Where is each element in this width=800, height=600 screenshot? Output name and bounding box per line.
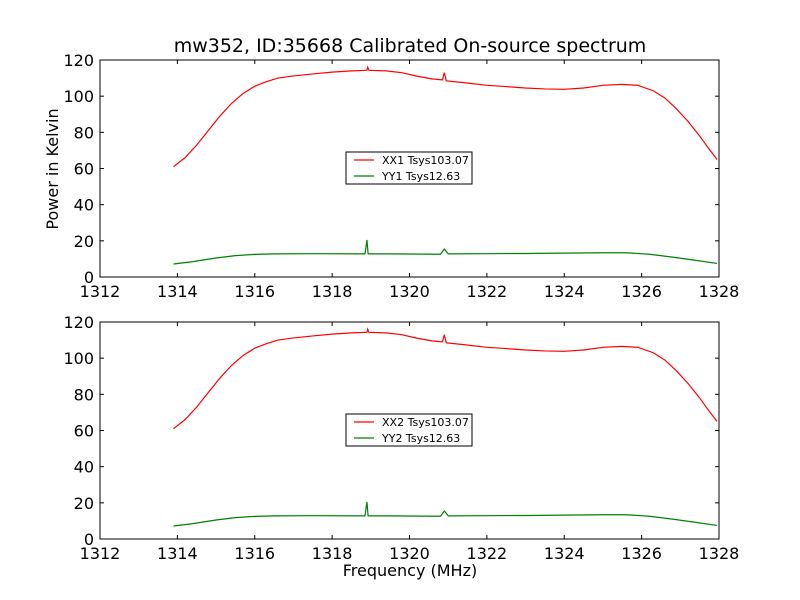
y-tick-label: 60 [74,160,94,179]
x-tick-label: 1314 [157,282,198,301]
legend: XX2 Tsys103.07 YY2 Tsys12.63 [345,413,473,447]
series-line-1 [173,65,718,168]
legend-label: YY2 Tsys12.63 [381,432,460,445]
x-tick-label: 1324 [544,282,585,301]
x-tick-label: 1320 [389,544,430,563]
x-tick-label: 1328 [699,544,740,563]
series-line-1 [173,327,718,430]
legend: XX1 Tsys103.07 YY1 Tsys12.63 [345,151,473,185]
x-tick-label: 1316 [234,544,275,563]
x-tick-label: 1328 [699,282,740,301]
y-tick-label: 100 [63,87,94,106]
x-tick-label: 1326 [621,544,662,563]
x-tick-label: 1312 [80,282,121,301]
y-tick-label: 40 [74,196,94,215]
x-tick-label: 1322 [467,544,508,563]
legend-label: YY1 Tsys12.63 [381,170,460,183]
legend-box [345,151,473,185]
y-tick-label: 0 [84,268,94,287]
y-tick-label: 120 [63,51,94,70]
y-tick-label: 20 [74,494,94,513]
legend-box [345,413,473,447]
y-tick-label: 0 [84,530,94,549]
y-axis-label: Power in Kelvin [43,108,62,229]
y-tick-label: 20 [74,232,94,251]
x-tick-label: 1316 [234,282,275,301]
y-tick-label: 80 [74,385,94,404]
x-tick-label: 1322 [467,282,508,301]
x-tick-label: 1320 [389,282,430,301]
subplots: 1312 1314 1316 1318 1320 1322 1324 1326 1328 0 20 4… [63,51,739,563]
y-tick-label: 80 [74,123,94,142]
x-axis-label: Frequency (MHz) [343,561,477,580]
x-tick-label: 1326 [621,282,662,301]
subplot-2: 1312 1314 1316 1318 1320 1322 1324 1326 1328 0 20 4… [63,313,739,563]
series-line-2 [173,239,718,265]
x-tick-label: 1318 [312,544,353,563]
x-tick-label: 1314 [157,544,198,563]
x-tick-label: 1312 [80,544,121,563]
y-tick-label: 60 [74,422,94,441]
series-line-2 [173,501,718,527]
y-tick-label: 40 [74,458,94,477]
y-tick-label: 120 [63,313,94,332]
x-tick-label: 1318 [312,282,353,301]
x-tick-label: 1324 [544,544,585,563]
subplot-1: 1312 1314 1316 1318 1320 1322 1324 1326 1328 0 20 4… [63,51,739,301]
chart-title: mw352, ID:35668 Calibrated On-source spe… [174,35,647,57]
legend-label: XX1 Tsys103.07 [382,154,469,167]
legend-label: XX2 Tsys103.07 [382,416,469,429]
y-tick-label: 100 [63,349,94,368]
